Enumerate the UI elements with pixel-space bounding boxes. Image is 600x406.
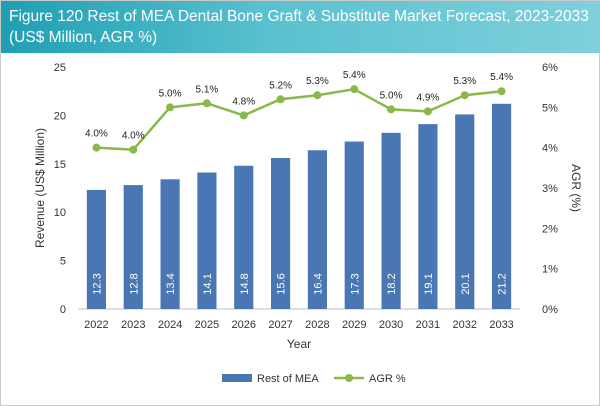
x-tick-label: 2028 <box>305 319 329 331</box>
agr-value-label: 5.3% <box>453 76 476 87</box>
agr-point <box>202 99 211 108</box>
agr-point <box>129 145 138 154</box>
bar <box>160 179 180 309</box>
agr-point <box>92 143 101 152</box>
agr-value-label: 5.3% <box>306 76 329 87</box>
agr-value-label: 5.4% <box>490 72 513 83</box>
bar-value-label: 19.1 <box>423 273 435 294</box>
agr-point <box>497 87 506 96</box>
y2-tick-label: 3% <box>542 183 558 195</box>
bar <box>455 114 475 309</box>
x-axis-title: Year <box>287 337 311 351</box>
agr-value-label: 5.0% <box>159 88 182 99</box>
legend-line-marker <box>345 374 353 382</box>
y-tick-label: 15 <box>54 159 66 171</box>
y2-tick-label: 6% <box>542 62 558 74</box>
y-tick-label: 20 <box>54 110 66 122</box>
bar <box>344 141 364 309</box>
agr-point <box>166 103 175 112</box>
agr-point <box>350 85 359 94</box>
bar <box>123 185 143 309</box>
agr-point <box>387 105 396 114</box>
y2-axis-title: AGR (%) <box>569 164 583 212</box>
chart-title: Figure 120 Rest of MEA Dental Bone Graft… <box>9 8 589 46</box>
bar <box>381 132 401 309</box>
agr-point <box>313 91 322 100</box>
y-axis-title: Revenue (US$ Million) <box>33 128 47 248</box>
bar <box>234 165 254 309</box>
agr-line <box>96 87 502 151</box>
agr-value-label: 4.0% <box>85 129 108 140</box>
bar <box>197 172 217 309</box>
x-tick-label: 2032 <box>453 319 477 331</box>
y-tick-label: 0 <box>60 304 66 316</box>
x-tick-label: 2031 <box>416 319 440 331</box>
agr-value-label: 4.0% <box>122 131 145 142</box>
agr-value-label: 5.1% <box>196 84 219 95</box>
bar-value-label: 21.2 <box>497 273 509 294</box>
bar <box>86 189 106 309</box>
y-tick-label: 5 <box>60 256 66 268</box>
bar <box>418 124 438 309</box>
agr-point <box>460 91 469 100</box>
bar-value-label: 16.4 <box>312 273 324 294</box>
x-tick-label: 2030 <box>379 319 403 331</box>
legend-line-label: AGR % <box>369 373 406 385</box>
legend-bar-swatch <box>222 374 252 382</box>
legend-bar-label: Rest of MEA <box>257 373 319 385</box>
agr-value-label: 5.2% <box>269 80 292 91</box>
bar-value-label: 18.2 <box>386 273 398 294</box>
y-tick-label: 10 <box>54 207 66 219</box>
bar-value-label: 15.6 <box>276 273 288 294</box>
bar <box>307 150 327 309</box>
y2-tick-label: 2% <box>542 223 558 235</box>
x-tick-label: 2024 <box>158 319 182 331</box>
x-tick-label: 2029 <box>342 319 366 331</box>
y2-tick-label: 0% <box>542 304 558 316</box>
x-tick-label: 2022 <box>84 319 108 331</box>
bar-value-label: 14.8 <box>239 273 251 294</box>
y2-tick-label: 1% <box>542 264 558 276</box>
x-tick-label: 2026 <box>232 319 256 331</box>
agr-value-label: 5.0% <box>380 90 403 101</box>
y2-tick-label: 4% <box>542 143 558 155</box>
bar-value-label: 13.4 <box>165 273 177 294</box>
title-band: Figure 120 Rest of MEA Dental Bone Graft… <box>1 1 600 53</box>
agr-point <box>276 95 285 104</box>
bar-value-label: 12.3 <box>91 273 103 294</box>
agr-value-label: 5.4% <box>343 70 366 81</box>
y2-tick-label: 5% <box>542 102 558 114</box>
bar <box>271 157 291 309</box>
x-tick-label: 2027 <box>268 319 292 331</box>
bar <box>492 103 512 309</box>
x-tick-label: 2025 <box>195 319 219 331</box>
agr-point <box>423 107 432 116</box>
x-tick-label: 2023 <box>121 319 145 331</box>
bar-value-label: 20.1 <box>460 273 472 294</box>
agr-point <box>239 111 248 120</box>
bar-value-label: 14.1 <box>202 273 214 294</box>
x-tick-label: 2033 <box>489 319 513 331</box>
bar-value-label: 17.3 <box>349 273 361 294</box>
agr-value-label: 4.8% <box>232 96 255 107</box>
bar-value-label: 12.8 <box>128 273 140 294</box>
y-tick-label: 25 <box>54 62 66 74</box>
agr-value-label: 4.9% <box>417 92 440 103</box>
